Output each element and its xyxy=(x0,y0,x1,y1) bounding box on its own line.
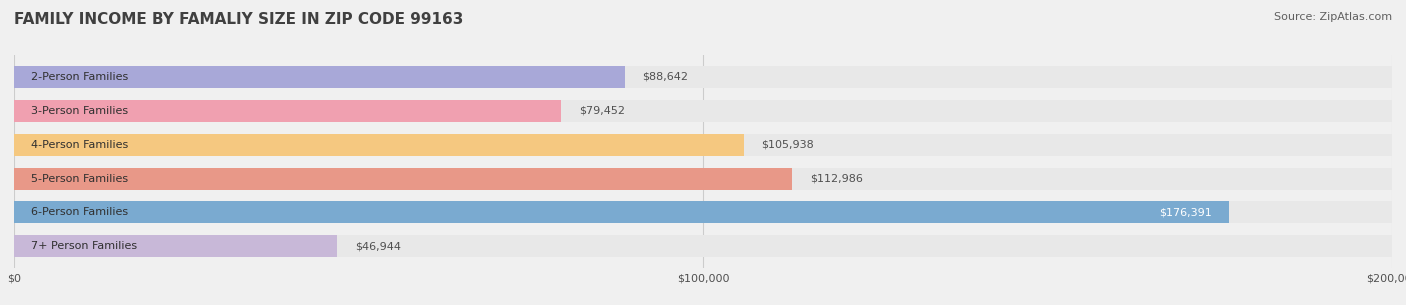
Bar xyxy=(14,134,1392,156)
Text: 5-Person Families: 5-Person Families xyxy=(31,174,128,184)
Text: 6-Person Families: 6-Person Families xyxy=(31,207,128,217)
Bar xyxy=(14,100,561,122)
Text: 4-Person Families: 4-Person Families xyxy=(31,140,128,150)
Bar xyxy=(14,202,1229,224)
Bar xyxy=(14,100,1392,122)
Bar xyxy=(14,235,337,257)
Bar xyxy=(14,66,1392,88)
Text: 7+ Person Families: 7+ Person Families xyxy=(31,241,138,251)
Text: $88,642: $88,642 xyxy=(643,72,688,82)
Text: $46,944: $46,944 xyxy=(354,241,401,251)
Text: $176,391: $176,391 xyxy=(1160,207,1212,217)
Bar xyxy=(14,167,793,190)
Text: $112,986: $112,986 xyxy=(810,174,862,184)
Text: Source: ZipAtlas.com: Source: ZipAtlas.com xyxy=(1274,12,1392,22)
Bar xyxy=(14,167,1392,190)
Bar xyxy=(14,235,1392,257)
Bar xyxy=(14,66,624,88)
Bar xyxy=(14,202,1392,224)
Text: $105,938: $105,938 xyxy=(761,140,814,150)
Text: 3-Person Families: 3-Person Families xyxy=(31,106,128,116)
Text: 2-Person Families: 2-Person Families xyxy=(31,72,128,82)
Text: $79,452: $79,452 xyxy=(579,106,624,116)
Text: FAMILY INCOME BY FAMALIY SIZE IN ZIP CODE 99163: FAMILY INCOME BY FAMALIY SIZE IN ZIP COD… xyxy=(14,12,464,27)
Bar xyxy=(14,134,744,156)
